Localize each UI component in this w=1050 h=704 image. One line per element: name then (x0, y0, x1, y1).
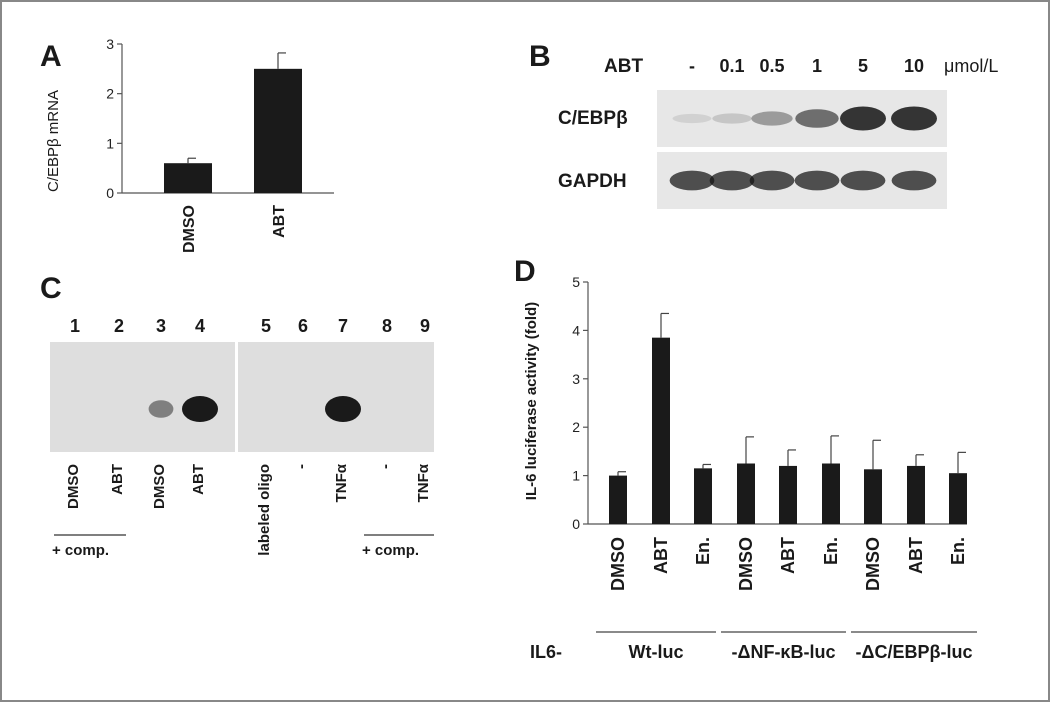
panel-d-letter: D (514, 255, 536, 288)
gapdh-band (749, 170, 795, 191)
x-category-label: En. (693, 537, 713, 565)
lane-number: 6 (297, 316, 308, 336)
panel-a-letter: A (40, 40, 62, 73)
cebpb-band (672, 113, 712, 124)
y-tick-label: 1 (572, 468, 580, 484)
comp-label-right: + comp. (362, 542, 420, 559)
bar (737, 463, 755, 524)
x-category-label: ABT (651, 537, 671, 574)
emsa-band (148, 400, 174, 418)
cebpb-svg (672, 106, 937, 131)
y-tick-label: 5 (572, 274, 580, 290)
cebpb-band (751, 111, 793, 126)
dose-label: 0.5 (759, 56, 785, 76)
bar (779, 465, 797, 524)
bar (864, 469, 882, 524)
lane-number: 8 (381, 316, 392, 336)
lane-label: ABT (109, 464, 126, 495)
bar (609, 475, 627, 524)
x-category-label: ABT (271, 205, 288, 238)
comp-label-left: + comp. (52, 542, 110, 559)
lane-label: labeled oligo (256, 464, 273, 556)
gel-left-svg (148, 396, 218, 422)
bar (652, 337, 670, 524)
construct-group-label: -ΔC/EBPβ-luc (855, 642, 973, 662)
gapdh-band (669, 170, 715, 191)
construct-group-label: -ΔNF-κB-luc (731, 642, 836, 662)
x-category-label: DMSO (181, 205, 198, 253)
lane-number: 7 (337, 316, 348, 336)
x-category-label: En. (821, 537, 841, 565)
gapdh-band (709, 170, 755, 191)
bar (164, 163, 212, 193)
gapdh-band (840, 170, 886, 191)
lane-label: ABT (190, 464, 207, 495)
panel-d-y-axis-label: IL-6 luciferase activity (fold) (523, 301, 540, 501)
blot-row-label-gapdh: GAPDH (558, 171, 627, 192)
x-category-label: ABT (778, 537, 798, 574)
bar (822, 463, 840, 524)
cebpb-band (795, 109, 839, 128)
emsa-gel-left (50, 342, 235, 452)
cebpb-band (712, 113, 752, 124)
dose-label: 5 (857, 56, 868, 76)
gapdh-band (891, 170, 937, 191)
y-tick-label: 0 (572, 516, 580, 532)
panel-c-letter: C (40, 272, 62, 305)
bar (254, 68, 302, 193)
panel-a-y-axis-label: C/EBPβ mRNA (45, 90, 62, 192)
x-category-label: DMSO (608, 537, 628, 591)
lane-number: 9 (419, 316, 430, 336)
bar (949, 473, 967, 524)
gel-right-svg (325, 396, 361, 422)
panel-b-letter: B (529, 40, 551, 73)
y-tick-label: 1 (106, 135, 114, 151)
construct-prefix-label: IL6- (530, 642, 563, 662)
y-tick-label: 4 (572, 322, 580, 338)
lane-label: TNFα (333, 464, 350, 503)
dose-label: 0.1 (719, 56, 745, 76)
lane-label: - (377, 464, 394, 469)
lane-number: 2 (113, 316, 124, 336)
bar (907, 465, 925, 524)
lane-label: DMSO (151, 464, 168, 509)
dose-label: 10 (903, 56, 925, 76)
lane-label: DMSO (65, 464, 82, 509)
dose-label: 1 (811, 56, 822, 76)
western-blot-gapdh (657, 152, 947, 209)
x-category-label: DMSO (863, 537, 883, 591)
lane-number: 1 (69, 316, 80, 336)
blot-row-label-cebpb: C/EBPβ (558, 108, 628, 129)
y-tick-label: 2 (572, 419, 580, 435)
x-category-label: ABT (906, 537, 926, 574)
panel-b-treatment-label: ABT (604, 56, 644, 77)
panel-b-unit-label: μmol/L (944, 56, 999, 76)
construct-group-label: Wt-luc (628, 642, 684, 662)
gapdh-band (794, 170, 840, 191)
lane-number: 4 (194, 316, 205, 336)
x-category-label: DMSO (736, 537, 756, 591)
western-blot-cebpb (657, 90, 947, 147)
cebpb-band (840, 106, 886, 131)
y-tick-label: 3 (106, 36, 114, 52)
y-tick-label: 0 (106, 185, 114, 201)
lane-number: 3 (155, 316, 166, 336)
emsa-band (182, 396, 218, 422)
cebpb-band (891, 106, 937, 131)
y-tick-label: 3 (572, 371, 580, 387)
lane-label: - (293, 464, 310, 469)
bar (694, 468, 712, 524)
lane-label: TNFα (415, 464, 432, 503)
gapdh-svg (669, 170, 937, 191)
lane-number: 5 (260, 316, 271, 336)
y-tick-label: 2 (106, 86, 114, 102)
dose-label: - (689, 56, 695, 76)
x-category-label: En. (948, 537, 968, 565)
emsa-gel-right (238, 342, 434, 452)
emsa-band (325, 396, 361, 422)
